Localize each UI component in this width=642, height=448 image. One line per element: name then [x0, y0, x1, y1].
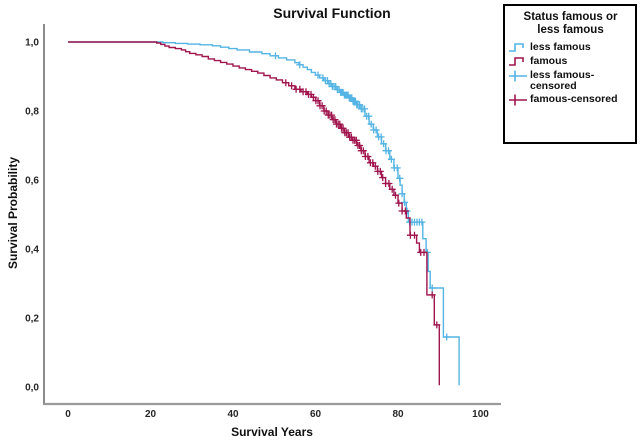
y-axis-label: Survival Probability — [6, 156, 20, 270]
series-curve-famous — [68, 41, 440, 386]
plus-censored-icon — [509, 94, 527, 106]
y-tick-label: 1,0 — [25, 38, 39, 49]
y-tick-label: 0,6 — [25, 176, 39, 187]
y-tick-label: 0,2 — [25, 314, 39, 325]
legend-title-line1: Status famous or — [523, 11, 618, 23]
legend-item-label: less famous — [530, 41, 591, 53]
x-tick-label: 100 — [472, 409, 489, 420]
plus-censored-icon — [509, 70, 527, 82]
legend-title: Status famous or less famous — [509, 11, 632, 37]
censored-marks-less-famous — [272, 52, 451, 341]
legend-item: less famous — [509, 41, 632, 54]
legend-item-label: famous-censored — [530, 93, 618, 105]
x-tick-label: 0 — [65, 409, 71, 420]
y-tick-label: 0,4 — [25, 245, 39, 256]
legend-item-label: less famous-censored — [530, 69, 595, 92]
series-curve-less-famous — [68, 41, 460, 386]
y-tick-label: 0,0 — [25, 383, 39, 394]
legend-item: famous-censored — [509, 93, 632, 106]
legend-title-line2: less famous — [537, 24, 604, 36]
y-tick-label: 0,8 — [25, 107, 39, 118]
step-line-icon — [509, 57, 524, 66]
x-tick-label: 80 — [392, 409, 404, 420]
x-tick-label: 60 — [310, 409, 322, 420]
x-tick-label: 20 — [145, 409, 157, 420]
legend-items: less famous famous less famous-censored fam… — [509, 41, 632, 106]
legend-item-label: famous — [530, 55, 568, 67]
legend-item: less famous-censored — [509, 69, 632, 92]
x-tick-label: 40 — [227, 409, 239, 420]
legend-item: famous — [509, 55, 632, 68]
step-line-icon — [509, 43, 524, 52]
x-axis-label: Survival Years — [231, 425, 313, 439]
legend-box: Status famous or less famous less famous… — [503, 4, 637, 144]
chart-title: Survival Function — [273, 5, 391, 21]
censored-marks-famous — [282, 79, 441, 329]
